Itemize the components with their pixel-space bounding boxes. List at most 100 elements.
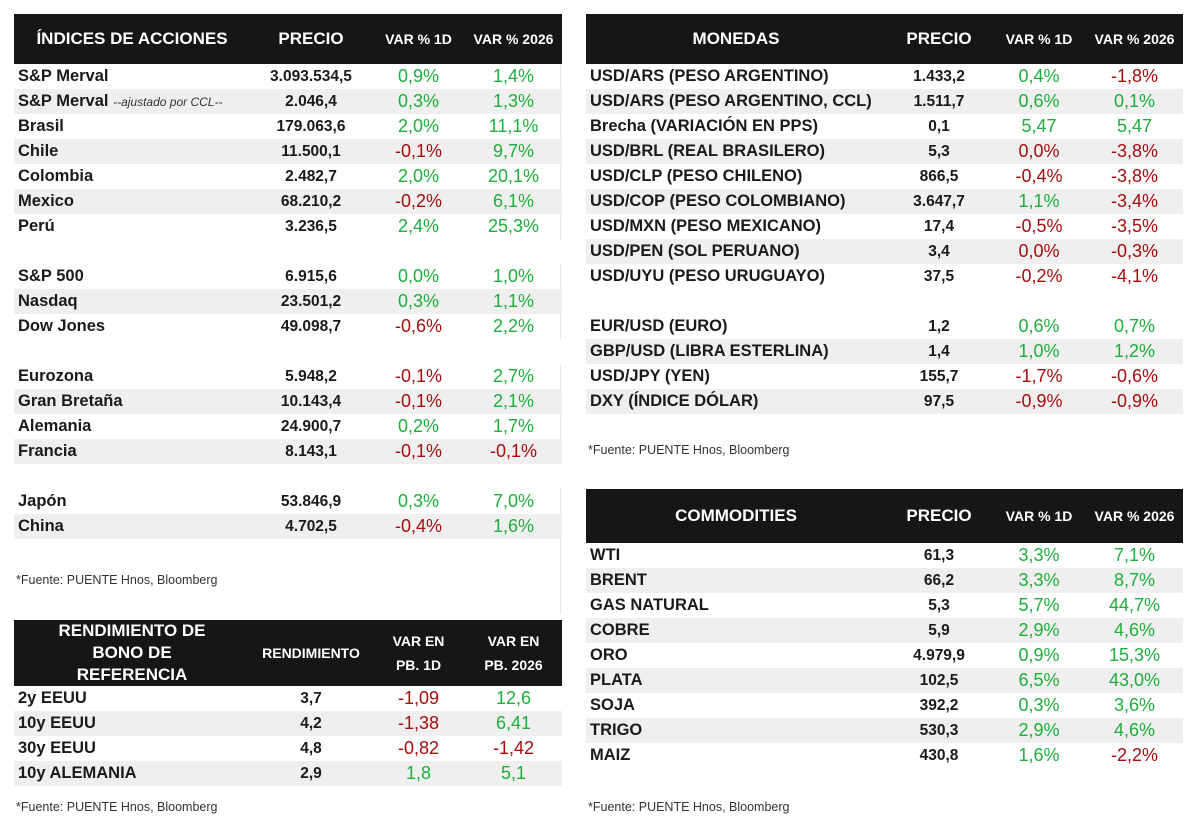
row-var-1d: 0,3% [372,289,465,314]
table-row: Francia 8.143,1 -0,1% -0,1% [14,439,562,464]
row-price: 3.647,7 [886,189,992,214]
row-var-ytd: 3,6% [1113,695,1156,715]
header-price: PRECIO [886,489,992,543]
source-note: *Fuente: PUENTE Hnos, Bloomberg [588,443,790,457]
row-var-1d: 0,0% [992,139,1086,164]
row-var-1d: 2,9% [992,718,1086,743]
row-var-1d: 1,8 [372,761,465,786]
row-var-ytd: 15,3% [1108,645,1161,665]
header-var-1d: VAR % 1D [992,489,1086,543]
row-price: 3.093.534,5 [270,67,352,85]
row-name: WTI [590,546,621,564]
row-name: Japón [18,492,67,510]
row-price: 392,2 [919,696,959,714]
row-name: 10y ALEMANIA [18,764,137,782]
spacer-row [14,464,562,489]
row-var-ytd: -3,5% [1110,216,1159,236]
row-var-ytd: -1,8% [1110,66,1159,86]
row-var-1d: 0,2% [397,416,440,436]
table-row: Eurozona 5.948,2 -0,1% 2,7% [14,364,562,389]
header-var-pb-ytd: VAR EN PB. 2026 [465,620,562,686]
row-price: 5.948,2 [285,367,337,385]
row-var-1d: 5,7% [1018,595,1060,615]
row-var-1d: 0,4% [1018,66,1060,86]
row-name: S&P Merval [18,92,109,110]
row-name: USD/BRL (REAL BRASILERO) [590,142,825,160]
row-var-ytd: 7,0% [492,491,535,511]
header-bond-name: RENDIMIENTO DE BONO DE REFERENCIA [14,620,250,686]
row-var-1d: -0,5% [1015,216,1063,236]
row-name: S&P 500 [18,267,84,285]
row-var-ytd: 5,1 [465,761,562,786]
row-var-1d: -0,6% [394,316,443,336]
row-var-ytd: -0,1% [465,439,562,464]
row-name: USD/PEN (SOL PERUANO) [590,242,800,260]
row-var-ytd: -0,3% [1086,239,1183,264]
row-var-ytd: 1,6% [465,514,562,539]
table-row: EUR/USD (EURO) 1,2 0,6% 0,7% [586,314,1183,339]
row-name: USD/UYU (PESO URUGUAYO) [590,267,826,285]
row-var-1d: 0,3% [1018,695,1060,715]
source-note: *Fuente: PUENTE Hnos, Bloomberg [16,573,218,587]
row-price: 430,8 [919,746,959,764]
row-name: Alemania [18,417,92,435]
row-name: PLATA [590,671,643,689]
row-name: ORO [590,646,628,664]
header-yield: RENDIMIENTO [250,620,372,686]
row-note: --ajustado por CCL-- [113,95,223,109]
row-var-1d: 0,3% [397,491,440,511]
row-price: 5,3 [928,596,950,614]
row-price: 155,7 [919,367,959,385]
table-row: Colombia 2.482,7 2,0% 20,1% [14,164,562,189]
row-var-1d: 0,3% [372,89,465,114]
table-row: China 4.702,5 -0,4% 1,6% [14,514,562,539]
table-row: Nasdaq 23.501,2 0,3% 1,1% [14,289,562,314]
row-var-1d: -0,1% [372,139,465,164]
table-row: Perú 3.236,5 2,4% 25,3% [14,214,562,239]
row-name: Chile [18,142,59,160]
row-var-1d: 5,47 [1021,116,1057,136]
table-row: 30y EEUU 4,8 -0,82 -1,42 [14,736,562,761]
row-price: 5,9 [886,618,992,643]
row-name: Gran Bretaña [18,392,123,410]
row-var-ytd: 0,1% [1086,89,1183,114]
row-var-ytd: 2,2% [492,316,535,336]
row-price: 1,4 [886,339,992,364]
row-var-ytd: 25,3% [487,216,540,236]
commodities-panel: COMMODITIES PRECIO VAR % 1D VAR % 2026 W… [586,489,1183,768]
row-price: 1.433,2 [913,67,965,85]
row-name: Dow Jones [18,317,106,335]
row-var-ytd: 5,47 [1116,116,1153,136]
row-price: 2.046,4 [250,89,372,114]
row-name: USD/MXN (PESO MEXICANO) [590,217,822,235]
row-name: USD/ARS (PESO ARGENTINO, CCL) [590,92,872,110]
row-name: COBRE [590,621,650,639]
row-var-1d: 2,4% [397,216,440,236]
row-var-1d: -0,2% [1015,266,1063,286]
row-name: S&P Merval [18,67,109,85]
row-var-1d: 0,0% [397,266,440,286]
row-var-ytd: -4,1% [1110,266,1159,286]
row-var-1d: 1,0% [992,339,1086,364]
row-name: Brasil [18,117,64,135]
header-index-name: ÍNDICES DE ACCIONES [14,14,250,64]
row-var-ytd: 0,7% [1113,316,1156,336]
table-row: GBP/USD (LIBRA ESTERLINA) 1,4 1,0% 1,2% [586,339,1183,364]
table-row: USD/ARS (PESO ARGENTINO) 1.433,2 0,4% -1,8% [586,64,1183,89]
table-row: Dow Jones 49.098,7 -0,6% 2,2% [14,314,562,339]
row-price: 1,2 [928,317,950,335]
row-name: Francia [18,442,77,460]
row-price: 2.482,7 [285,167,337,185]
table-row: Brecha (VARIACIÓN EN PPS) 0,1 5,47 5,47 [586,114,1183,139]
row-price: 866,5 [919,167,959,185]
row-name: GAS NATURAL [590,596,709,614]
table-row: 2y EEUU 3,7 -1,09 12,6 [14,686,562,711]
row-var-ytd: 4,6% [1086,618,1183,643]
row-name: Mexico [18,192,74,210]
row-var-ytd: 11,1% [488,116,539,136]
row-name: TRIGO [590,721,643,739]
row-var-ytd: 20,1% [487,166,540,186]
row-var-ytd: 1,7% [492,416,535,436]
row-price: 61,3 [923,546,955,564]
row-name: USD/CLP (PESO CHILENO) [590,167,803,185]
